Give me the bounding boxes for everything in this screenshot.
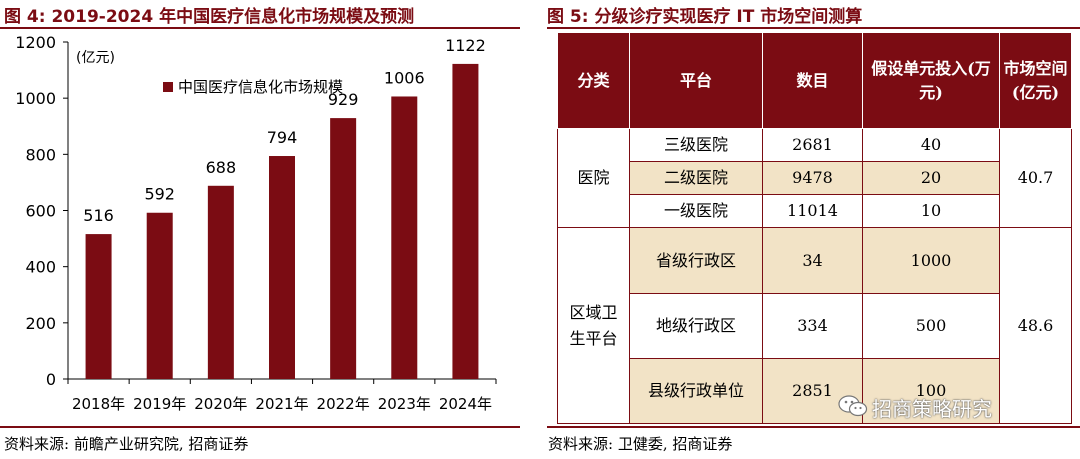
bar [391, 96, 418, 380]
x-tick-label: 2021年 [255, 395, 308, 413]
header-unit-input: 假设单元投入(万元) [862, 32, 1000, 129]
platform-cell: 省级行政区 [629, 227, 763, 294]
title-rule [0, 27, 520, 29]
input-cell: 1000 [862, 227, 1000, 294]
watermark-text: 招商策略研究 [872, 397, 992, 421]
bar [85, 234, 112, 379]
table-title: 图 5: 分级诊疗实现医疗 IT 市场空间测算 [547, 7, 863, 27]
wechat-icon [838, 395, 868, 417]
market-space-cell: 40.7 [999, 127, 1072, 229]
table-row: 地级行政区 334 500 [558, 292, 1072, 359]
x-tick-label: 2022年 [317, 395, 370, 413]
bar-value-label: 1006 [384, 68, 425, 87]
legend: 中国医疗信息化市场规模 [163, 78, 343, 96]
count-cell: 334 [762, 292, 863, 359]
input-cell: 20 [862, 161, 1000, 196]
market-space-cell: 48.6 [999, 227, 1072, 424]
y-tick-label: 600 [25, 202, 56, 221]
chart-title: 图 4: 2019-2024 年中国医疗信息化市场规模及预测 [4, 7, 415, 27]
table-row: 县级行政单位 2851 100 [558, 357, 1072, 425]
legend-swatch [163, 82, 173, 92]
bar-value-label: 929 [328, 90, 359, 109]
y-tick-label: 400 [25, 258, 56, 277]
input-cell: 40 [862, 127, 1000, 163]
count-cell: 2851 [762, 357, 863, 425]
bar-value-label: 592 [144, 185, 175, 204]
header-count: 数目 [762, 32, 863, 129]
bar [207, 185, 234, 379]
bar [330, 118, 357, 379]
bar-value-label: 794 [267, 128, 298, 147]
platform-cell: 一级医院 [629, 194, 763, 229]
bar-series [85, 63, 479, 380]
market-space-table: 分类 平台 数目 假设单元投入(万元) 市场空间(亿元) 医院 三级医院 268… [557, 32, 1072, 425]
x-axis: 2018年 2019年 2020年 2021年 2022年 2023年 2024年 [67, 378, 497, 413]
table-source: 资料来源: 卫健委, 招商证券 [548, 435, 733, 453]
count-cell: 34 [762, 227, 863, 294]
count-cell: 11014 [762, 194, 863, 229]
y-tick-label: 1000 [15, 89, 56, 108]
market-space-table-wrapper: 分类 平台 数目 假设单元投入(万元) 市场空间(亿元) 医院 三级医院 268… [557, 32, 1072, 425]
platform-cell: 三级医院 [629, 127, 763, 163]
count-cell: 9478 [762, 161, 863, 196]
y-tick-label: 1200 [15, 33, 56, 52]
table-row: 一级医院 11014 10 [558, 194, 1072, 229]
x-tick-label: 2023年 [378, 395, 431, 413]
y-tick-label: 0 [46, 370, 56, 389]
table-header-row: 分类 平台 数目 假设单元投入(万元) 市场空间(亿元) [557, 32, 1072, 129]
bar-value-label: 688 [206, 158, 237, 177]
x-tick-label: 2020年 [194, 395, 247, 413]
source-rule-right [547, 426, 1080, 428]
table-row: 二级医院 9478 20 [558, 161, 1072, 196]
category-cell: 医院 [557, 127, 630, 229]
input-cell: 10 [862, 194, 1000, 229]
bar-value-label: 1122 [445, 36, 486, 55]
y-tick-label: 200 [25, 314, 56, 333]
data-labels: 516 592 688 794 929 1006 1122 [83, 36, 485, 225]
x-tick-label: 2018年 [72, 395, 125, 413]
title-rule-right [547, 27, 1080, 29]
bar-value-label: 516 [83, 206, 114, 225]
count-cell: 2681 [762, 127, 863, 163]
y-axis-unit-label: (亿元) [76, 50, 115, 66]
y-axis: 0 200 400 600 800 1000 1200 [15, 33, 69, 389]
platform-cell: 二级医院 [629, 161, 763, 196]
platform-cell: 地级行政区 [629, 292, 763, 359]
y-tick-label: 800 [25, 145, 56, 164]
table-row: 区域卫生平台 省级行政区 34 1000 48.6 [557, 227, 1072, 424]
bar [146, 212, 173, 379]
bar [452, 63, 479, 379]
x-tick-label: 2019年 [133, 395, 186, 413]
input-cell: 100 [862, 357, 1000, 425]
header-market-space: 市场空间(亿元) [999, 32, 1072, 129]
header-category: 分类 [557, 32, 630, 129]
bar [269, 156, 295, 379]
chart-source: 资料来源: 前瞻产业研究院, 招商证券 [4, 435, 249, 453]
x-tick-label: 2024年 [439, 395, 492, 413]
table-row: 医院 三级医院 2681 40 40.7 [557, 127, 1072, 229]
input-cell: 500 [862, 292, 1000, 359]
category-cell: 区域卫生平台 [557, 227, 630, 424]
bar-chart: 0 200 400 600 800 1000 1200 2018年 2019年 2020年 202… [15, 33, 497, 413]
platform-cell: 县级行政单位 [629, 357, 763, 425]
source-rule [0, 426, 520, 428]
legend-label: 中国医疗信息化市场规模 [178, 78, 343, 96]
header-platform: 平台 [629, 32, 763, 129]
